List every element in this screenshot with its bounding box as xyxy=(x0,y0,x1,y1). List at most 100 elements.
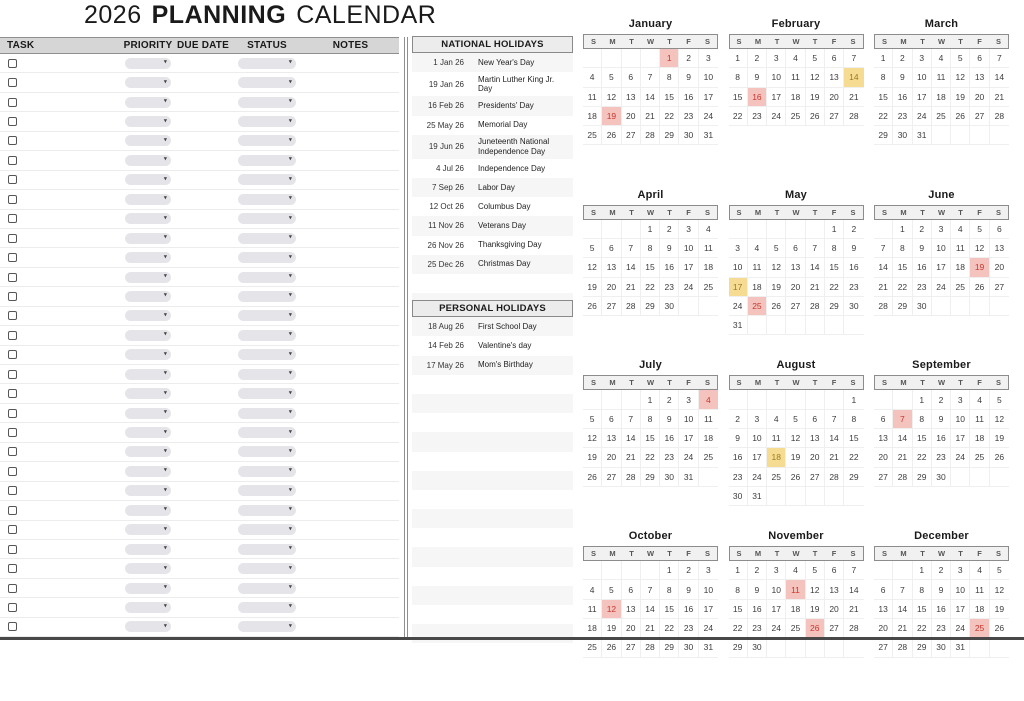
task-checkbox[interactable] xyxy=(8,58,17,68)
task-name-cell[interactable] xyxy=(17,307,122,325)
due-date-cell[interactable] xyxy=(174,462,232,480)
task-checkbox[interactable] xyxy=(8,214,17,224)
status-dropdown[interactable]: ▾ xyxy=(238,388,296,400)
status-dropdown[interactable]: ▾ xyxy=(238,485,296,497)
notes-cell[interactable] xyxy=(302,93,399,111)
status-dropdown[interactable]: ▾ xyxy=(238,621,296,633)
status-dropdown[interactable]: ▾ xyxy=(238,57,296,69)
notes-cell[interactable] xyxy=(302,248,399,266)
task-name-cell[interactable] xyxy=(17,501,122,519)
due-date-cell[interactable] xyxy=(174,443,232,461)
notes-cell[interactable] xyxy=(302,423,399,441)
task-name-cell[interactable] xyxy=(17,248,122,266)
holiday-name-cell[interactable]: Veterans Day xyxy=(478,221,527,231)
task-checkbox[interactable] xyxy=(8,136,17,146)
task-checkbox[interactable] xyxy=(8,466,17,476)
task-name-cell[interactable] xyxy=(17,521,122,539)
task-name-cell[interactable] xyxy=(17,423,122,441)
priority-dropdown[interactable]: ▾ xyxy=(125,388,171,400)
task-checkbox[interactable] xyxy=(8,291,17,301)
status-dropdown[interactable]: ▾ xyxy=(238,329,296,341)
status-dropdown[interactable]: ▾ xyxy=(238,213,296,225)
task-name-cell[interactable] xyxy=(17,326,122,344)
priority-dropdown[interactable]: ▾ xyxy=(125,446,171,458)
due-date-cell[interactable] xyxy=(174,171,232,189)
task-checkbox[interactable] xyxy=(8,117,17,127)
due-date-cell[interactable] xyxy=(174,365,232,383)
task-checkbox[interactable] xyxy=(8,311,17,321)
task-checkbox[interactable] xyxy=(8,97,17,107)
task-name-cell[interactable] xyxy=(17,73,122,91)
notes-cell[interactable] xyxy=(302,132,399,150)
holiday-date-cell[interactable]: 19 Jun 26 xyxy=(428,142,464,152)
priority-dropdown[interactable]: ▾ xyxy=(125,232,171,244)
priority-dropdown[interactable]: ▾ xyxy=(125,524,171,536)
notes-cell[interactable] xyxy=(302,501,399,519)
priority-dropdown[interactable]: ▾ xyxy=(125,407,171,419)
holiday-date-cell[interactable]: 18 Aug 26 xyxy=(427,322,464,332)
due-date-cell[interactable] xyxy=(174,307,232,325)
due-date-cell[interactable] xyxy=(174,598,232,616)
due-date-cell[interactable] xyxy=(174,423,232,441)
status-dropdown[interactable]: ▾ xyxy=(238,427,296,439)
status-dropdown[interactable]: ▾ xyxy=(238,310,296,322)
holiday-date-cell[interactable]: 26 Nov 26 xyxy=(427,240,464,250)
priority-dropdown[interactable]: ▾ xyxy=(125,174,171,186)
notes-cell[interactable] xyxy=(302,229,399,247)
priority-dropdown[interactable]: ▾ xyxy=(125,485,171,497)
status-dropdown[interactable]: ▾ xyxy=(238,504,296,516)
due-date-cell[interactable] xyxy=(174,346,232,364)
task-checkbox[interactable] xyxy=(8,369,17,379)
notes-cell[interactable] xyxy=(302,326,399,344)
notes-cell[interactable] xyxy=(302,579,399,597)
status-dropdown[interactable]: ▾ xyxy=(238,407,296,419)
due-date-cell[interactable] xyxy=(174,132,232,150)
status-dropdown[interactable]: ▾ xyxy=(238,563,296,575)
priority-dropdown[interactable]: ▾ xyxy=(125,310,171,322)
task-name-cell[interactable] xyxy=(17,443,122,461)
notes-cell[interactable] xyxy=(302,210,399,228)
task-name-cell[interactable] xyxy=(17,151,122,169)
due-date-cell[interactable] xyxy=(174,112,232,130)
task-checkbox[interactable] xyxy=(8,505,17,515)
priority-dropdown[interactable]: ▾ xyxy=(125,543,171,555)
priority-dropdown[interactable]: ▾ xyxy=(125,135,171,147)
task-checkbox[interactable] xyxy=(8,330,17,340)
notes-cell[interactable] xyxy=(302,346,399,364)
holiday-name-cell[interactable]: Martin Luther King Jr. Day xyxy=(478,74,555,94)
holiday-date-cell[interactable]: 14 Feb 26 xyxy=(427,341,464,351)
task-name-cell[interactable] xyxy=(17,384,122,402)
priority-dropdown[interactable]: ▾ xyxy=(125,621,171,633)
holiday-name-cell[interactable]: Labor Day xyxy=(478,182,515,192)
holiday-name-cell[interactable]: Presidents' Day xyxy=(478,101,534,111)
notes-cell[interactable] xyxy=(302,151,399,169)
notes-cell[interactable] xyxy=(302,190,399,208)
due-date-cell[interactable] xyxy=(174,404,232,422)
task-checkbox[interactable] xyxy=(8,447,17,457)
status-dropdown[interactable]: ▾ xyxy=(238,582,296,594)
holiday-name-cell[interactable]: Memorial Day xyxy=(478,120,528,130)
status-dropdown[interactable]: ▾ xyxy=(238,135,296,147)
holiday-date-cell[interactable]: 25 Dec 26 xyxy=(427,259,464,269)
task-name-cell[interactable] xyxy=(17,210,122,228)
due-date-cell[interactable] xyxy=(174,540,232,558)
priority-dropdown[interactable]: ▾ xyxy=(125,504,171,516)
task-checkbox[interactable] xyxy=(8,194,17,204)
status-dropdown[interactable]: ▾ xyxy=(238,349,296,361)
notes-cell[interactable] xyxy=(302,54,399,72)
holiday-date-cell[interactable]: 4 Jul 26 xyxy=(435,163,464,173)
task-checkbox[interactable] xyxy=(8,525,17,535)
due-date-cell[interactable] xyxy=(174,190,232,208)
status-dropdown[interactable]: ▾ xyxy=(238,116,296,128)
holiday-name-cell[interactable]: New Year's Day xyxy=(478,57,535,67)
priority-dropdown[interactable]: ▾ xyxy=(125,271,171,283)
task-checkbox[interactable] xyxy=(8,583,17,593)
task-checkbox[interactable] xyxy=(8,78,17,88)
status-dropdown[interactable]: ▾ xyxy=(238,77,296,89)
task-checkbox[interactable] xyxy=(8,408,17,418)
status-dropdown[interactable]: ▾ xyxy=(238,446,296,458)
task-name-cell[interactable] xyxy=(17,190,122,208)
task-checkbox[interactable] xyxy=(8,175,17,185)
holiday-name-cell[interactable]: First School Day xyxy=(478,321,537,331)
notes-cell[interactable] xyxy=(302,404,399,422)
